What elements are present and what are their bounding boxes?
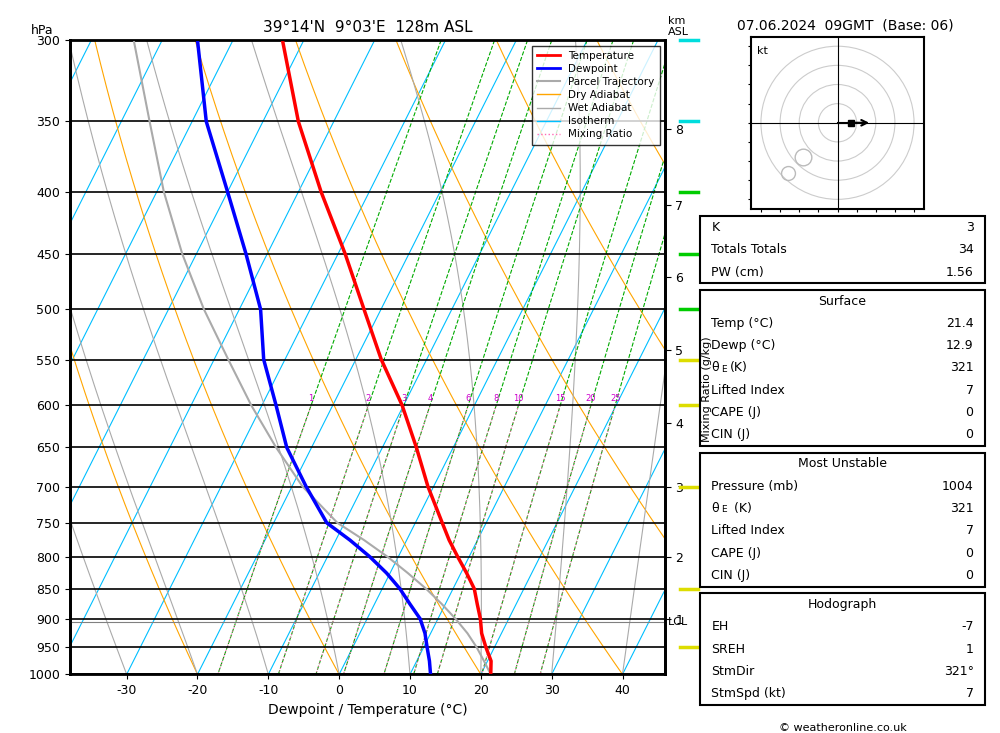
Text: km
ASL: km ASL	[668, 15, 689, 37]
Text: CIN (J): CIN (J)	[711, 428, 751, 441]
Text: 3: 3	[966, 221, 974, 234]
Text: Pressure (mb): Pressure (mb)	[711, 480, 799, 493]
Text: LCL: LCL	[668, 616, 688, 627]
Text: E: E	[721, 505, 727, 514]
Text: Lifted Index: Lifted Index	[711, 384, 785, 397]
Text: 1: 1	[966, 643, 974, 655]
Legend: Temperature, Dewpoint, Parcel Trajectory, Dry Adiabat, Wet Adiabat, Isotherm, Mi: Temperature, Dewpoint, Parcel Trajectory…	[532, 45, 660, 144]
Bar	[700, 594, 985, 705]
Text: 1.56: 1.56	[946, 265, 974, 279]
Text: EH: EH	[711, 620, 729, 633]
Text: 321°: 321°	[944, 665, 974, 678]
Bar	[700, 453, 985, 586]
Text: 0: 0	[966, 428, 974, 441]
Text: θ: θ	[711, 502, 719, 515]
Text: 7: 7	[966, 688, 974, 700]
Text: 20: 20	[586, 394, 596, 403]
Text: StmDir: StmDir	[711, 665, 755, 678]
Text: 8: 8	[494, 394, 499, 403]
Text: 34: 34	[958, 243, 974, 257]
Text: 3: 3	[401, 394, 407, 403]
Text: K: K	[711, 221, 720, 234]
Text: Totals Totals: Totals Totals	[711, 243, 787, 257]
Text: Surface: Surface	[818, 295, 866, 308]
Text: Most Unstable: Most Unstable	[798, 457, 887, 471]
Text: 4: 4	[427, 394, 433, 403]
Text: 0: 0	[966, 569, 974, 582]
Text: © weatheronline.co.uk: © weatheronline.co.uk	[779, 723, 906, 733]
Text: CAPE (J): CAPE (J)	[711, 406, 761, 419]
Text: StmSpd (kt): StmSpd (kt)	[711, 688, 786, 700]
Text: Temp (°C): Temp (°C)	[711, 317, 774, 330]
Text: (K): (K)	[730, 502, 752, 515]
Text: 25: 25	[610, 394, 620, 403]
Text: CIN (J): CIN (J)	[711, 569, 751, 582]
Bar	[700, 290, 985, 446]
Text: 7: 7	[966, 524, 974, 537]
Text: Lifted Index: Lifted Index	[711, 524, 785, 537]
Text: 10: 10	[513, 394, 524, 403]
Text: kt: kt	[757, 46, 768, 56]
Text: 1: 1	[308, 394, 314, 403]
Text: PW (cm): PW (cm)	[711, 265, 764, 279]
Text: Hodograph: Hodograph	[808, 598, 877, 611]
Text: 7: 7	[966, 384, 974, 397]
Text: 321: 321	[950, 361, 974, 375]
Text: Dewp (°C): Dewp (°C)	[711, 339, 776, 352]
Text: Mixing Ratio (g/kg): Mixing Ratio (g/kg)	[702, 336, 712, 442]
Text: 07.06.2024  09GMT  (Base: 06): 07.06.2024 09GMT (Base: 06)	[737, 18, 953, 32]
Text: 321: 321	[950, 502, 974, 515]
Text: 0: 0	[966, 547, 974, 560]
Text: 21.4: 21.4	[946, 317, 974, 330]
Text: (K): (K)	[730, 361, 748, 375]
Text: SREH: SREH	[711, 643, 745, 655]
Title: 39°14'N  9°03'E  128m ASL: 39°14'N 9°03'E 128m ASL	[263, 20, 472, 35]
Text: 15: 15	[555, 394, 566, 403]
Text: 1004: 1004	[942, 480, 974, 493]
Text: θ: θ	[711, 361, 719, 375]
Text: hPa: hPa	[31, 24, 54, 37]
Text: 2: 2	[366, 394, 371, 403]
X-axis label: Dewpoint / Temperature (°C): Dewpoint / Temperature (°C)	[268, 703, 467, 717]
Text: E: E	[721, 364, 727, 374]
Text: CAPE (J): CAPE (J)	[711, 547, 761, 560]
Text: 12.9: 12.9	[946, 339, 974, 352]
Text: -7: -7	[961, 620, 974, 633]
Text: 0: 0	[966, 406, 974, 419]
Text: 6: 6	[465, 394, 471, 403]
Bar	[700, 216, 985, 283]
